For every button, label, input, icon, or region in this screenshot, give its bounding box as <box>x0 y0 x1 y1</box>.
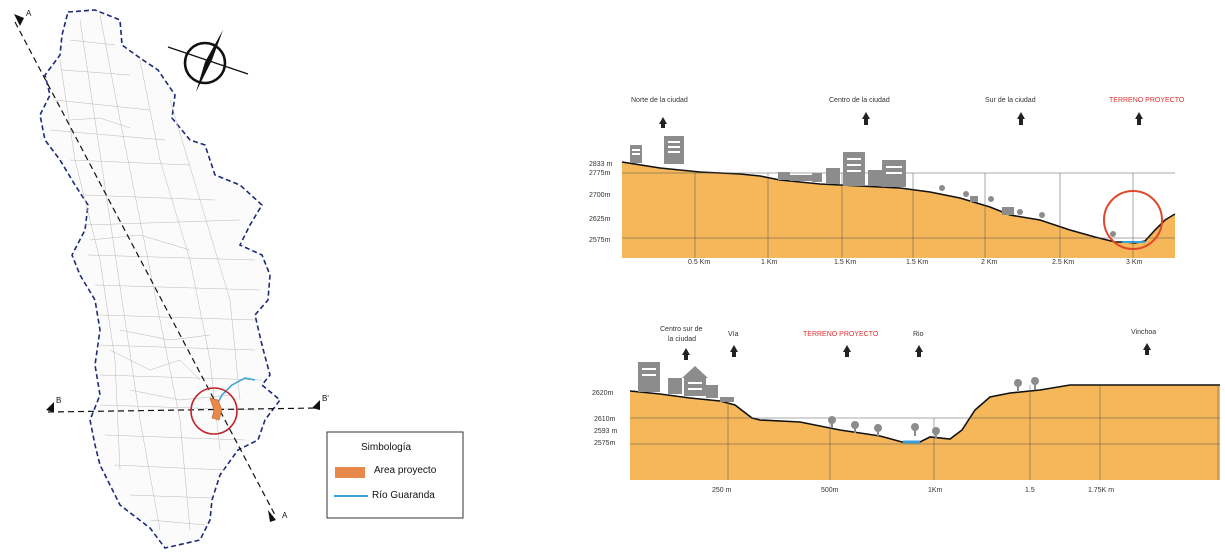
profile-top-elev-4: 2575m <box>589 237 611 244</box>
arrow-up-icon <box>730 345 738 357</box>
profile-top-dist-4: 2 Km <box>981 259 998 266</box>
arrow-up-icon <box>1135 112 1143 125</box>
profile-bottom-arrows <box>682 343 1151 360</box>
arrow-up-icon <box>659 117 667 128</box>
profile-top-dist-6: 3 Km <box>1126 259 1143 266</box>
profile-top-elev-1: 2775m <box>589 170 611 177</box>
profile-bottom-dist-0: 250 m <box>712 487 732 494</box>
profile-bottom: Centro sur de la ciudad Vía TERRENO PROY… <box>592 326 1220 494</box>
legend-title: Simbología <box>361 442 411 453</box>
profile-top-elev-3: 2625m <box>589 216 611 223</box>
marker-a-top-label: A <box>26 9 32 18</box>
profile-top-elev-0: 2833 m <box>589 161 613 168</box>
map-legend: Simbología Area proyecto Río Guaranda <box>327 432 463 518</box>
profile-bottom-terrain <box>630 385 1220 480</box>
marker-b-left <box>46 402 54 412</box>
profile-top-dist-1: 1 Km <box>761 259 778 266</box>
profile-bottom-elev-3: 2575m <box>594 440 616 447</box>
profile-top-arrows <box>659 112 1143 128</box>
profile-bottom-landmark-4: Vinchoa <box>1131 329 1156 336</box>
marker-a-bottom-label: A <box>282 511 288 520</box>
arrow-up-icon <box>862 112 870 125</box>
marker-a-bottom <box>268 510 276 522</box>
city-boundary <box>40 10 280 548</box>
profile-bottom-elev-2: 2593 m <box>594 428 618 435</box>
profile-top-dist-0: 0.5 Km <box>688 259 710 266</box>
arrow-up-icon <box>1143 343 1151 355</box>
profile-bottom-landmark-3: Rio <box>913 331 924 338</box>
profile-top-landmark-1: Centro de la ciudad <box>829 97 890 104</box>
profile-top: Norte de la ciudad Centro de la ciudad S… <box>589 97 1185 266</box>
profile-bottom-dist-1: 500m <box>821 487 839 494</box>
profile-bottom-dist-4: 1.75K m <box>1088 487 1114 494</box>
profile-top-elev-2: 2700m <box>589 192 611 199</box>
marker-b-left-label: B <box>56 396 61 405</box>
profile-top-dist-3: 1.5 Km <box>906 259 928 266</box>
marker-b-right-label: B' <box>322 394 329 403</box>
profile-bottom-landmark-0: Centro sur de <box>660 326 703 333</box>
profile-bottom-landmark-1: Vía <box>728 331 739 338</box>
legend-label-river: Río Guaranda <box>372 490 435 501</box>
profile-bottom-dist-2: 1Km <box>928 487 943 494</box>
profile-top-landmark-0: Norte de la ciudad <box>631 97 688 104</box>
city-map: A A B B' <box>14 9 329 548</box>
profile-top-dist-5: 2.5 Km <box>1052 259 1074 266</box>
profile-bottom-dist-3: 1.5 <box>1025 487 1035 494</box>
arrow-up-icon <box>682 348 690 360</box>
profile-top-landmark-3: TERRENO PROYECTO <box>1109 97 1185 104</box>
profile-bottom-landmark-0-line2: la ciudad <box>668 336 696 343</box>
profile-bottom-elev-1: 2610m <box>594 416 616 423</box>
profile-top-dist-2: 1.5 Km <box>834 259 856 266</box>
north-arrow-icon <box>168 30 248 92</box>
legend-label-project-area: Area proyecto <box>374 465 437 476</box>
arrow-up-icon <box>1017 112 1025 125</box>
profile-bottom-landmark-2: TERRENO PROYECTO <box>803 331 879 338</box>
arrow-up-icon <box>915 345 923 357</box>
profile-bottom-elev-0: 2620m <box>592 390 614 397</box>
arrow-up-icon <box>843 345 851 357</box>
profile-top-landmark-2: Sur de la ciudad <box>985 97 1036 104</box>
legend-swatch-project-area <box>335 467 365 478</box>
